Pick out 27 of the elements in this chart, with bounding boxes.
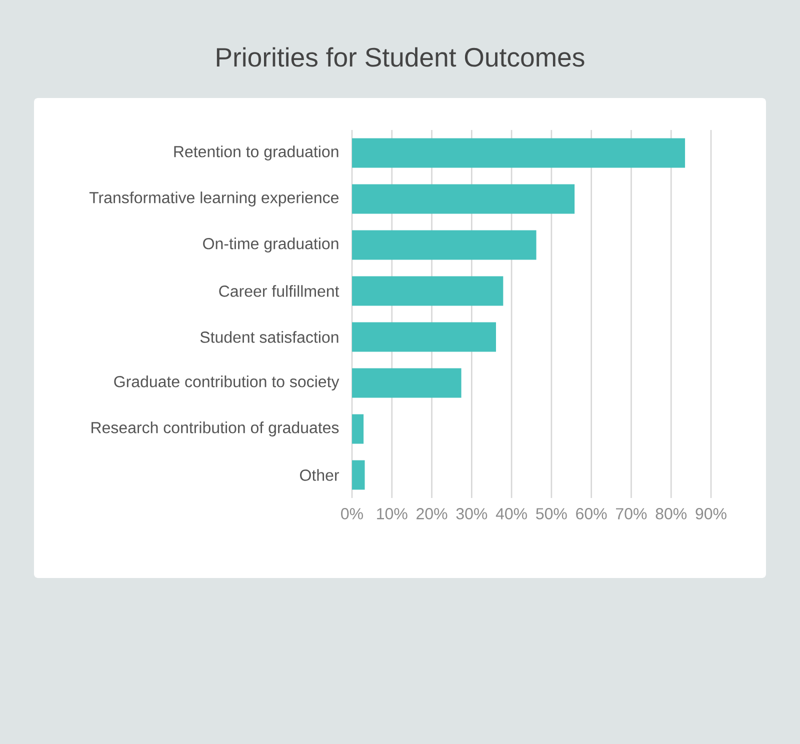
x-tick-label: 10% xyxy=(377,508,408,520)
x-tick-label: 40% xyxy=(496,508,527,520)
bar xyxy=(352,276,504,306)
y-tick-label: Other xyxy=(300,469,340,481)
x-tick-label: 90% xyxy=(696,508,726,520)
bar xyxy=(352,460,365,490)
bar xyxy=(352,322,496,352)
x-tick-label: 80% xyxy=(656,508,687,520)
x-tick-label: 20% xyxy=(416,508,448,520)
y-tick-label: Transformative learning experience xyxy=(89,192,339,206)
y-tick-label: Student satisfaction xyxy=(200,331,338,343)
x-tick-label: 70% xyxy=(616,508,647,520)
bar xyxy=(352,230,536,260)
chart-title: Priorities for Student Outcomes xyxy=(216,47,584,67)
y-tick-label: Research contribution of graduates xyxy=(92,422,339,436)
x-tick-label: 30% xyxy=(456,508,488,520)
y-tick-label: Retention to graduation xyxy=(174,146,338,160)
x-tick-label: 60% xyxy=(576,508,607,520)
x-tick-label: 0% xyxy=(341,508,363,520)
y-tick-label: On-time graduation xyxy=(203,238,338,252)
y-tick-label: Graduate contribution to society xyxy=(114,376,340,390)
x-tick-label: 50% xyxy=(536,508,567,520)
bar xyxy=(352,184,575,214)
bar xyxy=(352,138,686,168)
bar xyxy=(352,368,462,398)
bar xyxy=(352,414,364,444)
y-tick-label: Career fulfillment xyxy=(219,285,340,297)
